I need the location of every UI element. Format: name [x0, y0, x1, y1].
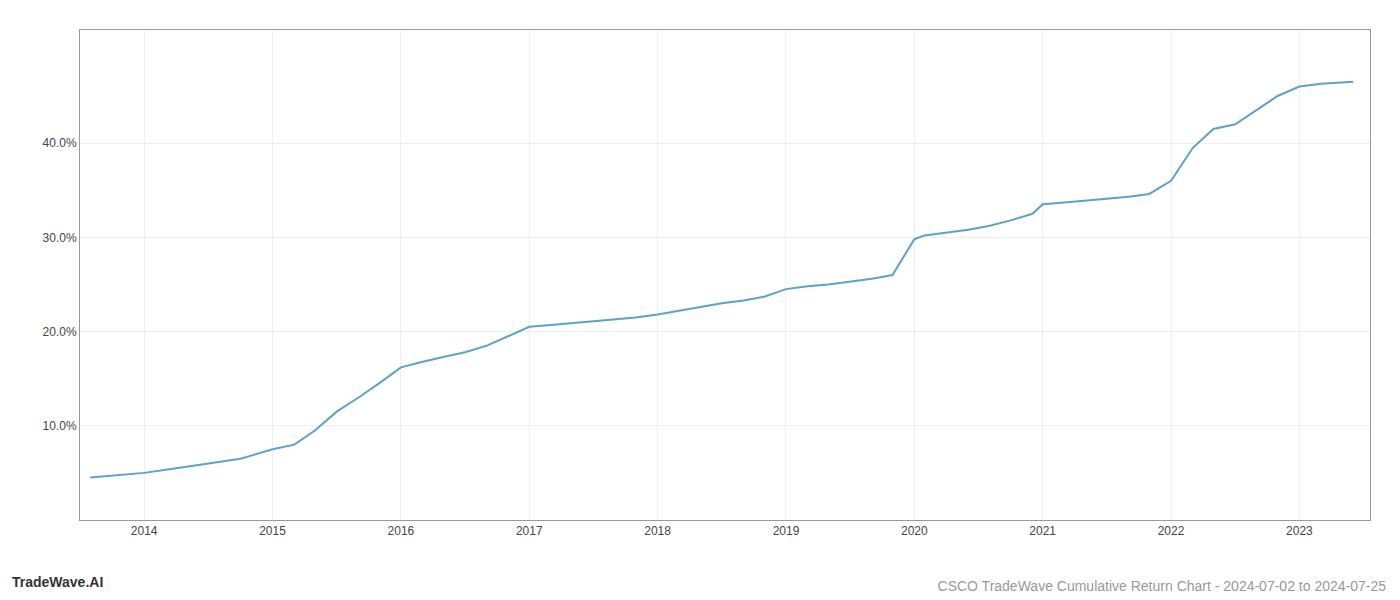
- svg-text:CSCO TradeWave Cumulative Retu: CSCO TradeWave Cumulative Return Chart -…: [938, 578, 1387, 594]
- svg-text:2019: 2019: [773, 524, 800, 538]
- svg-text:2018: 2018: [644, 524, 671, 538]
- svg-text:20.0%: 20.0%: [43, 325, 77, 339]
- svg-text:2022: 2022: [1158, 524, 1185, 538]
- svg-text:2020: 2020: [901, 524, 928, 538]
- svg-text:10.0%: 10.0%: [43, 419, 77, 433]
- svg-text:2023: 2023: [1286, 524, 1313, 538]
- svg-text:2014: 2014: [131, 524, 158, 538]
- svg-text:30.0%: 30.0%: [43, 231, 77, 245]
- svg-text:40.0%: 40.0%: [43, 136, 77, 150]
- svg-text:TradeWave.AI: TradeWave.AI: [12, 574, 103, 590]
- svg-text:2015: 2015: [259, 524, 286, 538]
- svg-text:2021: 2021: [1029, 524, 1056, 538]
- svg-text:2017: 2017: [516, 524, 543, 538]
- svg-text:2016: 2016: [388, 524, 415, 538]
